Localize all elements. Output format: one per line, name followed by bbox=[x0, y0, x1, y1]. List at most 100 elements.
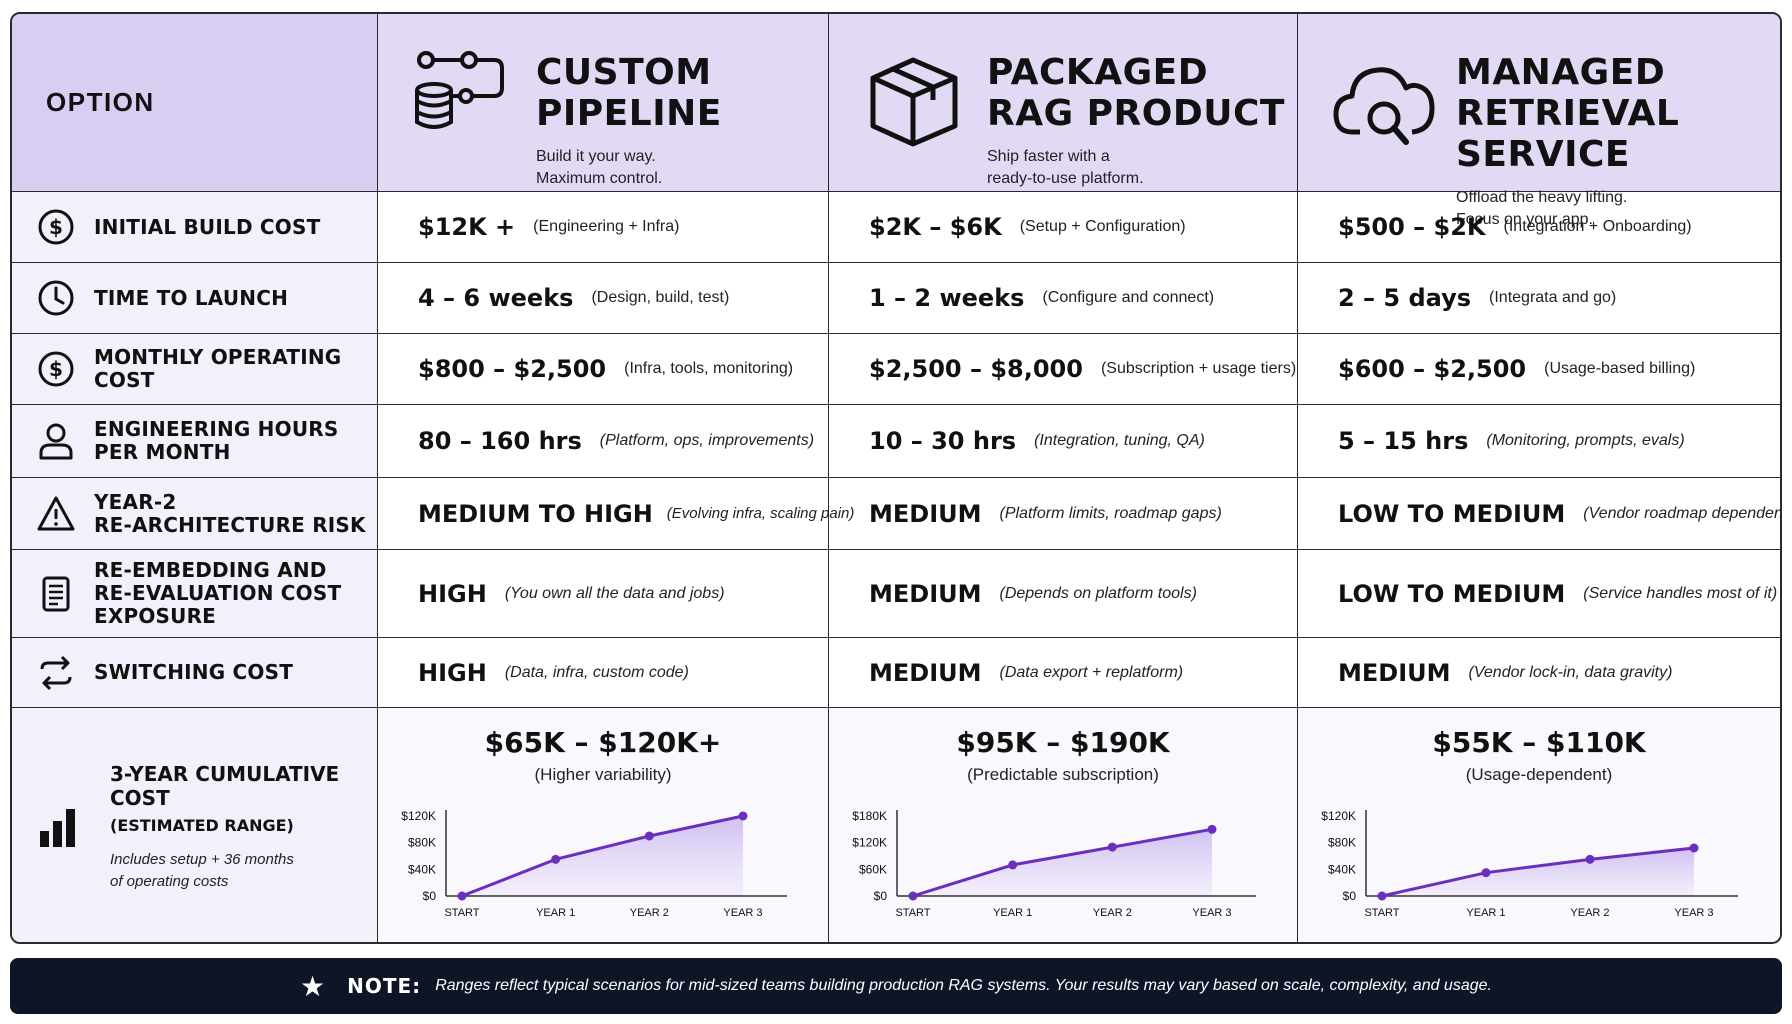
value-main: MEDIUM bbox=[869, 499, 982, 528]
y-tick-label: $80K bbox=[408, 836, 436, 850]
value-note: (Evolving infra, scaling pain) bbox=[666, 505, 855, 522]
document-list-icon bbox=[42, 576, 70, 611]
footer-note-text: Ranges reflect typical scenarios for mid… bbox=[435, 977, 1492, 994]
value-cell: LOW TO MEDIUM (Service handles most of it… bbox=[1298, 550, 1780, 638]
value-main: 1 – 2 weeks bbox=[869, 284, 1025, 312]
dollar-circle-icon: $ bbox=[38, 209, 74, 245]
header-packaged-rag: PACKAGED RAG PRODUCT Ship faster with a re… bbox=[829, 14, 1298, 192]
value-cell: MEDIUM (Platform limits, roadmap gaps) bbox=[829, 478, 1298, 550]
series-line bbox=[461, 814, 744, 898]
pipeline-database-icon bbox=[415, 51, 504, 129]
data-point bbox=[644, 831, 654, 841]
value-main: MEDIUM bbox=[869, 579, 982, 608]
value-cell: LOW TO MEDIUM (Vendor roadmap dependency) bbox=[1298, 478, 1780, 550]
value-cell: 10 – 30 hrs (Integration, tuning, QA) bbox=[829, 405, 1298, 478]
value-cell: 5 – 15 hrs (Monitoring, prompts, evals) bbox=[1298, 405, 1780, 478]
data-point bbox=[551, 854, 561, 864]
x-tick-label: YEAR 3 bbox=[1674, 907, 1713, 919]
y-tick-label: $120K bbox=[401, 809, 436, 823]
x-tick-label: YEAR 2 bbox=[1093, 907, 1132, 919]
value-cell: 80 – 160 hrs (Platform, ops, improvements… bbox=[378, 405, 829, 478]
star-icon: ★ bbox=[300, 970, 326, 1002]
x-tick-label: YEAR 2 bbox=[1570, 907, 1609, 919]
value-main: $12K + bbox=[418, 213, 516, 241]
footer-note-bar: ★ NOTE: Ranges reflect typical scenarios… bbox=[10, 958, 1782, 1014]
row-label-initial-build-cost: $ INITIAL BUILD COST bbox=[12, 192, 378, 263]
data-point bbox=[1207, 824, 1217, 834]
value-cell: MEDIUM (Data export + replatform) bbox=[829, 638, 1298, 708]
chart-cell-packaged-rag: $95K – $190K (Predictable subscription) … bbox=[829, 708, 1298, 942]
cloud-search-icon bbox=[1333, 67, 1435, 145]
chart-area bbox=[462, 816, 743, 896]
value-cell: MEDIUM (Depends on platform tools) bbox=[829, 550, 1298, 638]
swap-arrows-icon bbox=[40, 655, 72, 690]
value-cell: $12K + (Engineering + Infra) bbox=[378, 192, 829, 263]
value-note: (Vendor lock-in, data gravity) bbox=[1468, 663, 1673, 681]
data-point bbox=[457, 891, 467, 901]
row-label-text: INITIAL BUILD COST bbox=[94, 214, 321, 239]
data-point bbox=[738, 811, 748, 821]
packaged-rag-sub-2: ready-to-use platform. bbox=[987, 170, 1144, 187]
value-cell: 1 – 2 weeks (Configure and connect) bbox=[829, 263, 1298, 334]
clock-icon bbox=[38, 280, 74, 316]
value-note: (Data, infra, custom code) bbox=[504, 663, 689, 681]
footer-note-label: NOTE: bbox=[347, 974, 422, 998]
custom-pipeline-title-2: PIPELINE bbox=[536, 93, 722, 134]
value-cell: MEDIUM (Vendor lock-in, data gravity) bbox=[1298, 638, 1780, 708]
svg-text:$: $ bbox=[49, 215, 63, 239]
chart-area bbox=[913, 829, 1212, 896]
value-main: $800 – $2,500 bbox=[418, 355, 607, 383]
x-tick-label: YEAR 1 bbox=[536, 907, 575, 919]
value-main: 2 – 5 days bbox=[1338, 284, 1472, 312]
y-tick-label: $180K bbox=[852, 809, 887, 823]
value-note: (Configure and connect) bbox=[1042, 289, 1215, 306]
value-main: $2,500 – $8,000 bbox=[869, 355, 1083, 383]
value-cell: $2K – $6K (Setup + Configuration) bbox=[829, 192, 1298, 263]
row-label-re-embedding: RE-EMBEDDING AND RE-EVALUATION COST EXPOSU… bbox=[12, 550, 378, 638]
y-tick-label: $40K bbox=[408, 862, 436, 876]
y-tick-label: $0 bbox=[1343, 889, 1357, 903]
x-tick-label: START bbox=[895, 907, 930, 919]
packaged-rag-sub-1: Ship faster with a bbox=[987, 148, 1110, 165]
value-note: (Monitoring, prompts, evals) bbox=[1486, 432, 1685, 449]
x-tick-label: START bbox=[1364, 907, 1399, 919]
warning-triangle-icon bbox=[37, 496, 75, 530]
row-label-cumulative-cost: 3-YEAR CUMULATIVE COST (ESTIMATED RANGE)… bbox=[12, 708, 378, 942]
value-cell: $800 – $2,500 (Infra, tools, monitoring) bbox=[378, 334, 829, 405]
x-tick-label: START bbox=[444, 907, 479, 919]
custom-pipeline-sub-1: Build it your way. bbox=[536, 148, 656, 165]
row-label-switching-cost: SWITCHING COST bbox=[12, 638, 378, 708]
chart-cell-custom-pipeline: $65K – $120K+ (Higher variability) $0 $40… bbox=[378, 708, 829, 942]
value-note: (Integration + Onboarding) bbox=[1503, 218, 1692, 235]
cost-chart-packaged-rag: $0 $60K $120K $180K START YEAR 1 YEAR 2 YEAR 3 bbox=[852, 809, 1256, 919]
row-label-text: EXPOSURE bbox=[94, 604, 217, 628]
row-label-time-to-launch: TIME TO LAUNCH bbox=[12, 263, 378, 334]
value-note: (Design, build, test) bbox=[591, 289, 730, 306]
value-main: 10 – 30 hrs bbox=[869, 427, 1017, 455]
managed-retrieval-title-1: MANAGED bbox=[1456, 52, 1666, 93]
value-note: (Subscription + usage tiers) bbox=[1100, 360, 1297, 377]
value-cell: 2 – 5 days (Integrata and go) bbox=[1298, 263, 1780, 334]
value-cell: HIGH (You own all the data and jobs) bbox=[378, 550, 829, 638]
x-tick-label: YEAR 2 bbox=[630, 907, 669, 919]
value-note: (Platform, ops, improvements) bbox=[599, 432, 815, 449]
y-tick-label: $80K bbox=[1328, 836, 1356, 850]
row-label-text: SWITCHING COST bbox=[94, 660, 294, 684]
y-tick-label: $60K bbox=[859, 862, 887, 876]
value-main: $600 – $2,500 bbox=[1338, 355, 1527, 383]
value-note: (Infra, tools, monitoring) bbox=[624, 360, 794, 377]
person-icon bbox=[39, 423, 73, 460]
value-note: (Depends on platform tools) bbox=[999, 584, 1197, 602]
row-label-text: YEAR-2 bbox=[94, 489, 177, 514]
value-main: MEDIUM bbox=[869, 658, 982, 687]
value-cell: MEDIUM TO HIGH (Evolving infra, scaling p… bbox=[378, 478, 854, 550]
value-main: 4 – 6 weeks bbox=[418, 284, 574, 312]
y-tick-label: $40K bbox=[1328, 862, 1356, 876]
data-point bbox=[908, 891, 918, 901]
value-main: $2K – $6K bbox=[869, 213, 1002, 241]
row-label-text: MONTHLY OPERATING COST bbox=[94, 345, 342, 392]
cumulative-total-note: (Higher variability) bbox=[534, 765, 672, 784]
value-cell: 4 – 6 weeks (Design, build, test) bbox=[378, 263, 829, 334]
managed-retrieval-sub-2: Focus on your app. bbox=[1456, 211, 1593, 228]
value-note: (You own all the data and jobs) bbox=[504, 584, 725, 602]
